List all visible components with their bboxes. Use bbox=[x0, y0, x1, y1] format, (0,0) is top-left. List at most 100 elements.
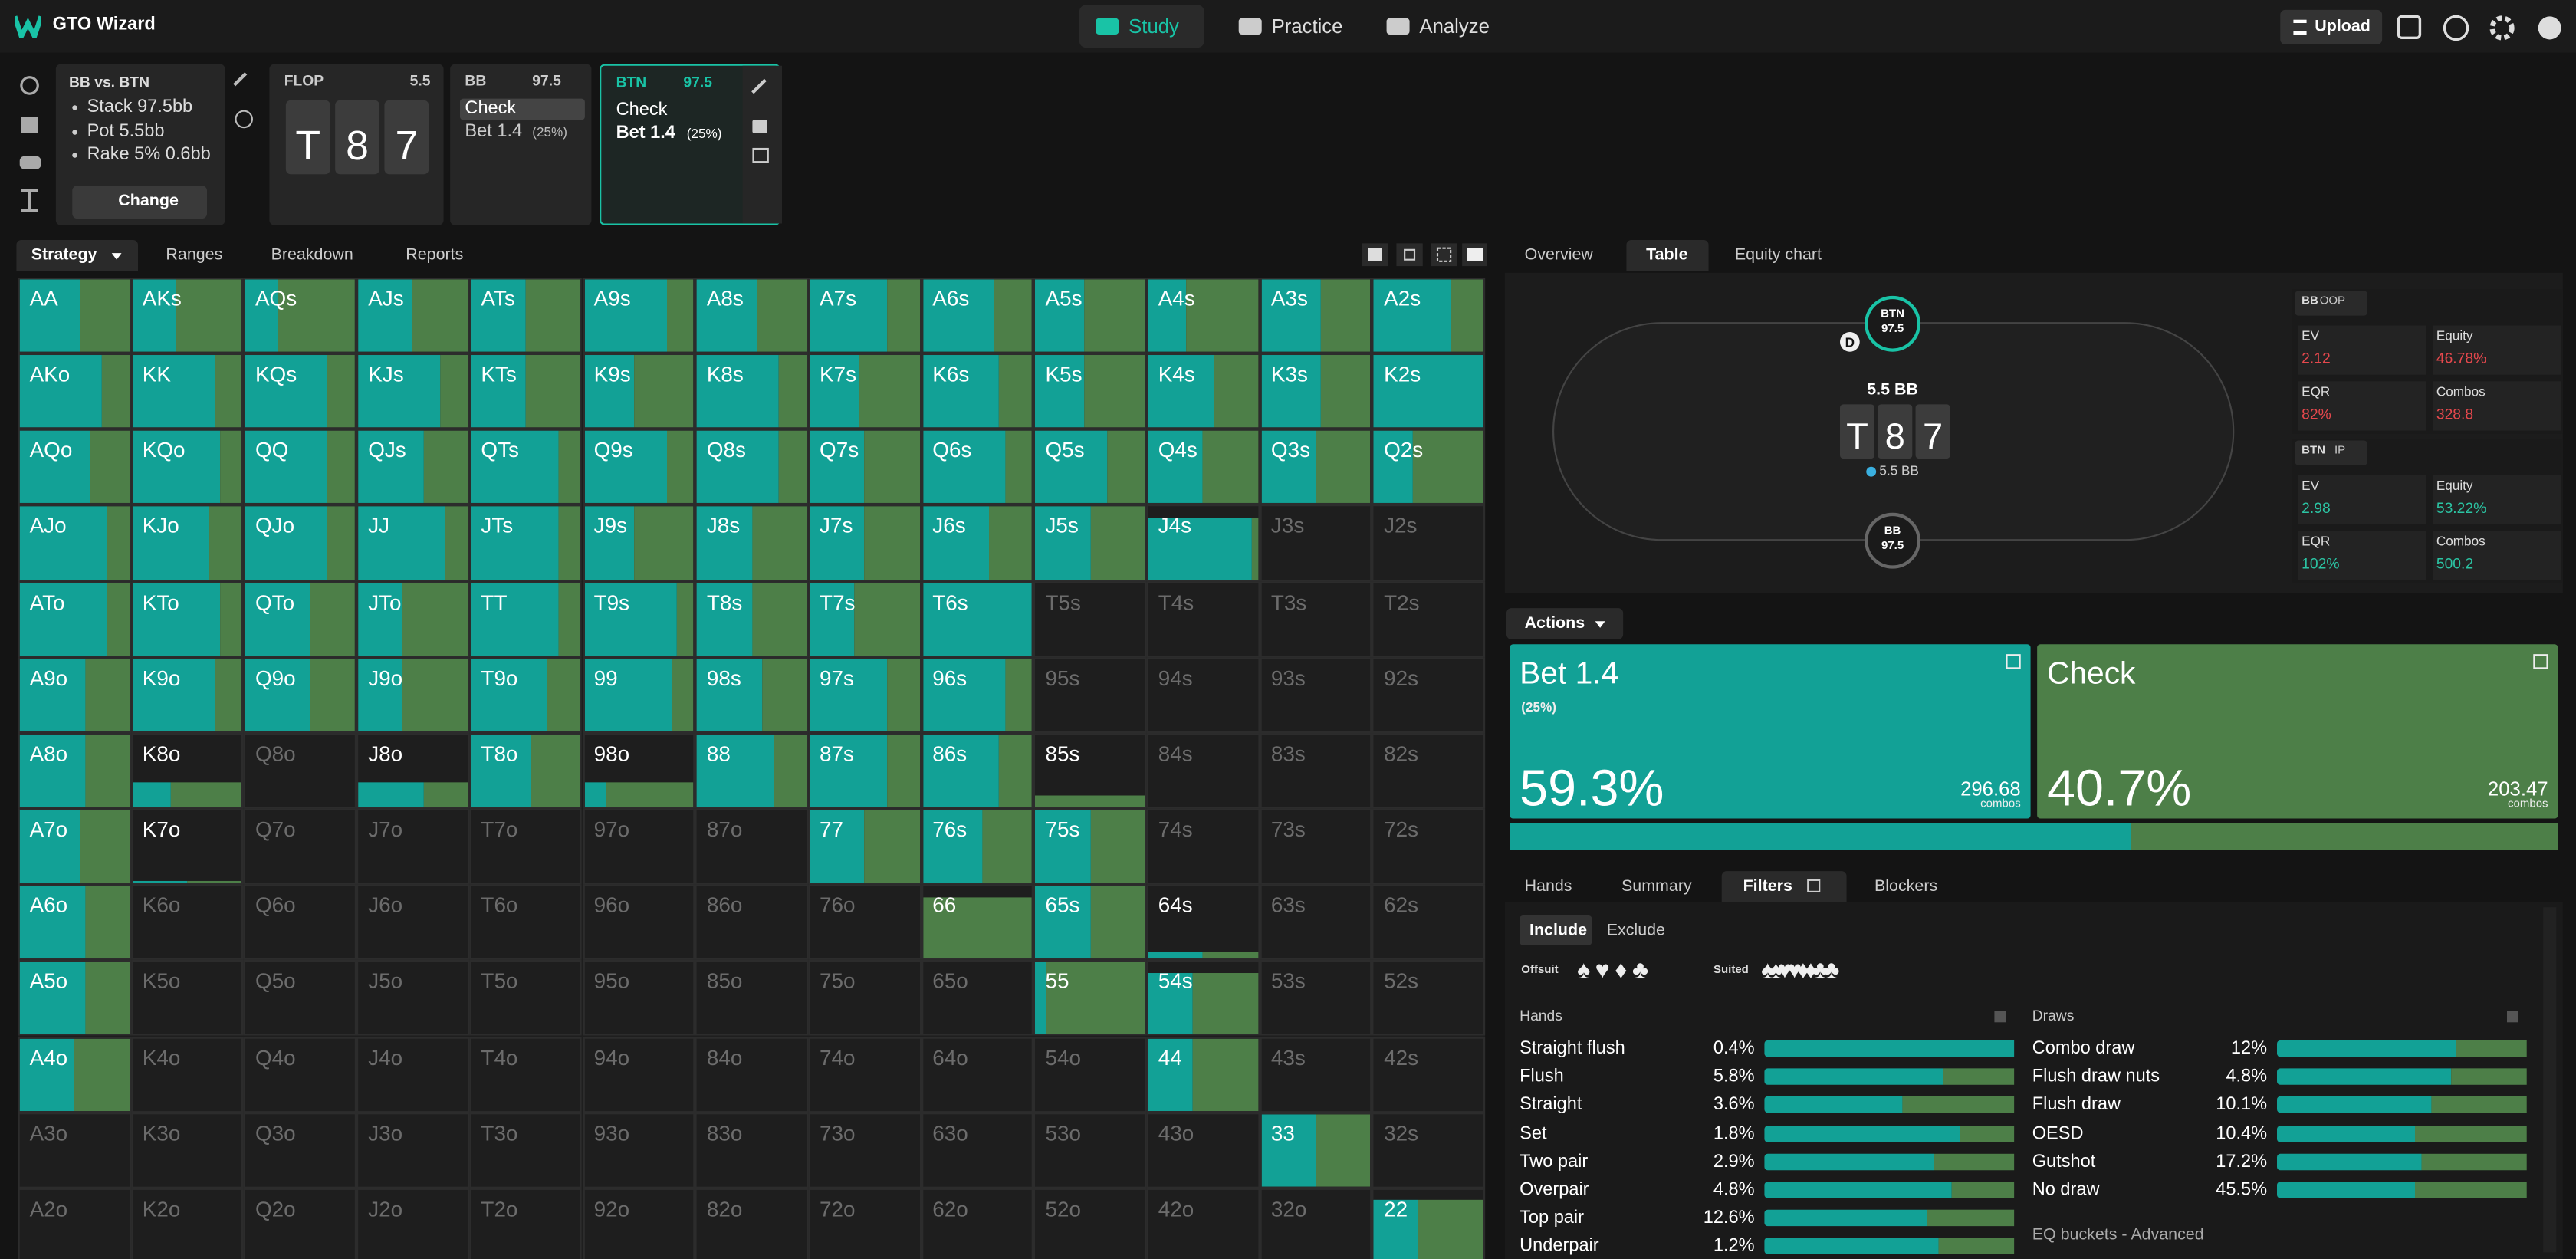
hand-cell[interactable]: T9o bbox=[469, 656, 583, 733]
hand-cell[interactable]: J8o bbox=[356, 732, 470, 809]
hand-cell[interactable]: K3o bbox=[130, 1112, 244, 1188]
hand-cell[interactable]: A2s bbox=[1372, 278, 1486, 354]
hand-cell[interactable]: Q9o bbox=[243, 656, 357, 733]
hand-cell[interactable]: 87s bbox=[808, 732, 922, 809]
hand-cell[interactable]: 77 bbox=[808, 808, 922, 885]
hand-cell[interactable]: J3o bbox=[356, 1112, 470, 1188]
filter-name[interactable]: Two pair bbox=[1520, 1152, 1589, 1172]
hand-cell[interactable]: A6s bbox=[921, 278, 1034, 354]
hand-cell[interactable]: 98s bbox=[695, 656, 809, 733]
hand-cell[interactable]: KQs bbox=[243, 353, 357, 430]
action-node[interactable]: BTN 97.5 Check Bet 1.4 (25%) bbox=[600, 64, 782, 225]
hand-cell[interactable]: Q6s bbox=[921, 429, 1034, 506]
action-node[interactable]: BB 97.5 Check Bet 1.4 (25%) bbox=[450, 64, 592, 225]
hand-cell[interactable]: J9s bbox=[582, 505, 695, 581]
include-button[interactable]: Include bbox=[1520, 915, 1592, 945]
hand-cell[interactable]: 55 bbox=[1033, 960, 1147, 1037]
hand-cell[interactable]: Q7o bbox=[243, 808, 357, 885]
hand-cell[interactable]: 83s bbox=[1259, 732, 1373, 809]
hand-cell[interactable]: Q3o bbox=[243, 1112, 357, 1188]
hand-cell[interactable]: Q5o bbox=[243, 960, 357, 1037]
hand-cell[interactable]: 87o bbox=[695, 808, 809, 885]
hand-cell[interactable]: K5o bbox=[130, 960, 244, 1037]
hand-cell[interactable]: A7s bbox=[808, 278, 922, 354]
hand-cell[interactable]: J3s bbox=[1259, 505, 1373, 581]
hand-cell[interactable]: ATo bbox=[18, 580, 131, 657]
hand-cell[interactable]: 53s bbox=[1259, 960, 1373, 1037]
hand-cell[interactable]: Q8s bbox=[695, 429, 809, 506]
hand-cell[interactable]: J7o bbox=[356, 808, 470, 885]
hand-cell[interactable]: 66 bbox=[921, 884, 1034, 961]
hand-cell[interactable]: 62o bbox=[921, 1188, 1034, 1259]
filter-name[interactable]: Straight bbox=[1520, 1095, 1582, 1116]
filter-name[interactable]: Flush draw bbox=[2032, 1095, 2121, 1116]
hand-cell[interactable]: Q9s bbox=[582, 429, 695, 506]
hand-cell[interactable]: AKo bbox=[18, 353, 131, 430]
hand-cell[interactable]: J5s bbox=[1033, 505, 1147, 581]
offsuit-suits[interactable]: ♠♥♦♣ bbox=[1577, 956, 1654, 985]
hand-cell[interactable]: 95s bbox=[1033, 656, 1147, 733]
upload-button[interactable]: Upload bbox=[2280, 9, 2383, 44]
hand-cell[interactable]: Q2o bbox=[243, 1188, 357, 1259]
hand-cell[interactable]: J4s bbox=[1146, 505, 1260, 581]
view-tab[interactable]: Table bbox=[1626, 239, 1709, 271]
hand-cell[interactable]: T3o bbox=[469, 1112, 583, 1188]
hand-cell[interactable]: 82s bbox=[1372, 732, 1486, 809]
hand-cell[interactable]: T5o bbox=[469, 960, 583, 1037]
hand-cell[interactable]: A9s bbox=[582, 278, 695, 354]
hand-cell[interactable]: 76s bbox=[921, 808, 1034, 885]
hand-cell[interactable]: K7o bbox=[130, 808, 244, 885]
hand-cell[interactable]: Q4o bbox=[243, 1036, 357, 1113]
hand-cell[interactable]: AQo bbox=[18, 429, 131, 506]
hand-cell[interactable]: A3o bbox=[18, 1112, 131, 1188]
hand-cell[interactable]: K6o bbox=[130, 884, 244, 961]
nav-tab[interactable]: Analyze bbox=[1370, 5, 1495, 48]
hand-cell[interactable]: J4o bbox=[356, 1036, 470, 1113]
suited-suits[interactable]: ♠♠♥♥♦♦♣♣ bbox=[1761, 956, 1839, 985]
info-icon[interactable] bbox=[235, 110, 253, 129]
hand-cell[interactable]: T5s bbox=[1033, 580, 1147, 657]
hand-cell[interactable]: 54s bbox=[1146, 960, 1260, 1037]
hand-cell[interactable]: 43o bbox=[1146, 1112, 1260, 1188]
hand-cell[interactable]: A7o bbox=[18, 808, 131, 885]
hand-cell[interactable]: 96s bbox=[921, 656, 1034, 733]
hand-cell[interactable]: 64o bbox=[921, 1036, 1034, 1113]
hand-cell[interactable]: 86o bbox=[695, 884, 809, 961]
hand-cell[interactable]: Q5s bbox=[1033, 429, 1147, 506]
hand-cell[interactable]: K4s bbox=[1146, 353, 1260, 430]
hand-cell[interactable]: 92o bbox=[582, 1188, 695, 1259]
filter-name[interactable]: Flush bbox=[1520, 1067, 1564, 1087]
flop-box[interactable]: FLOP 5.5 T 8 7 bbox=[269, 64, 444, 225]
hand-cell[interactable]: 43s bbox=[1259, 1036, 1373, 1113]
strategy-tab[interactable]: Strategy bbox=[16, 239, 138, 271]
hand-cell[interactable]: 74o bbox=[808, 1036, 922, 1113]
hand-cell[interactable]: AJo bbox=[18, 505, 131, 581]
hand-cell[interactable]: Q6o bbox=[243, 884, 357, 961]
hand-cell[interactable]: K5s bbox=[1033, 353, 1147, 430]
hand-cell[interactable]: 62s bbox=[1372, 884, 1486, 961]
hand-cell[interactable]: QTo bbox=[243, 580, 357, 657]
hand-cell[interactable]: 73o bbox=[808, 1112, 922, 1188]
hand-cell[interactable]: 22 bbox=[1372, 1188, 1486, 1259]
exclude-label[interactable]: Exclude bbox=[1606, 922, 1665, 941]
hand-cell[interactable]: 42o bbox=[1146, 1188, 1260, 1259]
hand-cell[interactable]: A2o bbox=[18, 1188, 131, 1259]
hand-cell[interactable]: 63o bbox=[921, 1112, 1034, 1188]
hand-cell[interactable]: 84s bbox=[1146, 732, 1260, 809]
hand-cell[interactable]: K8s bbox=[695, 353, 809, 430]
hand-cell[interactable]: KJo bbox=[130, 505, 244, 581]
hand-cell[interactable]: 42s bbox=[1372, 1036, 1486, 1113]
filter-name[interactable]: Gutshot bbox=[2032, 1152, 2096, 1172]
hand-cell[interactable]: 97o bbox=[582, 808, 695, 885]
hand-cell[interactable]: A5o bbox=[18, 960, 131, 1037]
hand-cell[interactable]: T4s bbox=[1146, 580, 1260, 657]
hand-cell[interactable]: K7s bbox=[808, 353, 922, 430]
hand-cell[interactable]: T7s bbox=[808, 580, 922, 657]
action-card[interactable]: Check 40.7% 203.47 combos bbox=[2037, 644, 2558, 819]
filter-name[interactable]: Combo draw bbox=[2032, 1038, 2135, 1059]
hand-cell[interactable]: 94s bbox=[1146, 656, 1260, 733]
hand-cell[interactable]: A3s bbox=[1259, 278, 1373, 354]
nav-tab[interactable]: Practice bbox=[1222, 5, 1357, 48]
hand-cell[interactable]: J6s bbox=[921, 505, 1034, 581]
hand-cell[interactable]: K9s bbox=[582, 353, 695, 430]
